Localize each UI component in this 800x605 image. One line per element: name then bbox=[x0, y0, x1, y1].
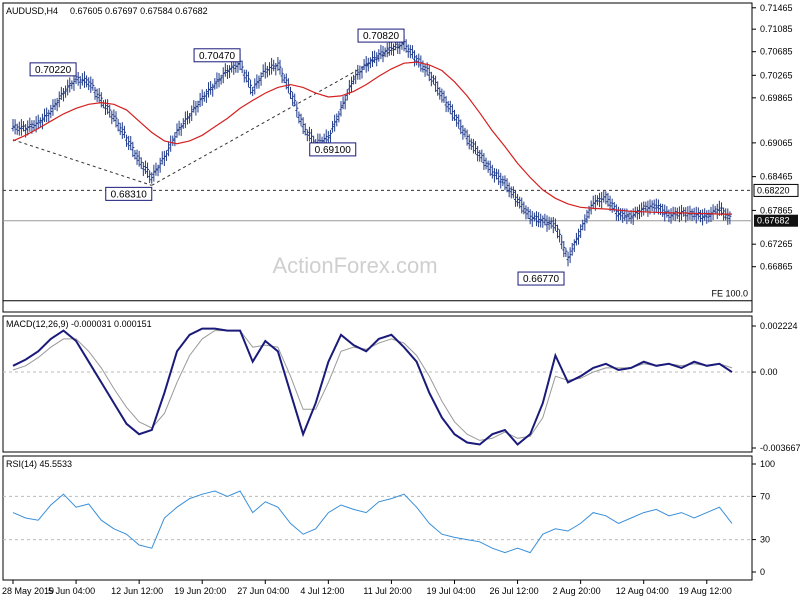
x-axis-label: 19 Jul 04:00 bbox=[426, 586, 475, 596]
watermark: ActionForex.com bbox=[272, 253, 437, 278]
macd-y-tick-label: 0.002224 bbox=[760, 321, 798, 331]
price-y-tick-label: 0.67865 bbox=[760, 205, 793, 215]
x-axis-label: 27 Jun 04:00 bbox=[237, 586, 289, 596]
current-price-box bbox=[754, 214, 798, 227]
price-y-tick-label: 0.68465 bbox=[760, 172, 793, 182]
x-axis-label: 12 Jun 12:00 bbox=[111, 586, 163, 596]
price-y-tick-label: 0.71465 bbox=[760, 3, 793, 13]
ohlc-values: 0.67605 0.67697 0.67584 0.67682 bbox=[70, 6, 208, 16]
price-annotation-box bbox=[517, 271, 565, 286]
price-annotation-label: 0.68310 bbox=[111, 189, 148, 200]
price-annotation-label: 0.70220 bbox=[35, 65, 72, 76]
x-axis-label: 4 Jul 12:00 bbox=[300, 586, 344, 596]
price-panel-frame bbox=[2, 2, 753, 313]
price-annotation-box bbox=[309, 142, 357, 157]
rsi-y-tick-label: 30 bbox=[760, 535, 770, 545]
price-y-tick-label: 0.70685 bbox=[760, 47, 793, 57]
macd-panel-frame bbox=[2, 315, 753, 453]
rsi-title: RSI(14) 45.5533 bbox=[6, 459, 72, 469]
price-annotation-label: 0.66770 bbox=[523, 274, 560, 285]
price-annotation-label: 0.70820 bbox=[363, 31, 400, 42]
price-annotation-label: 0.70470 bbox=[199, 51, 236, 62]
price-annotation-box bbox=[193, 48, 241, 63]
price-y-tick-label: 0.69865 bbox=[760, 93, 793, 103]
rsi-panel-frame bbox=[2, 455, 753, 581]
x-axis-label: 2 Aug 20:00 bbox=[553, 586, 601, 596]
price-annotation-label: 0.69100 bbox=[315, 145, 352, 156]
macd-y-tick-label: 0.00 bbox=[760, 367, 778, 377]
x-axis-label: 11 Jul 20:00 bbox=[363, 586, 411, 596]
price-y-tick-label: 0.67265 bbox=[760, 239, 793, 249]
x-axis-label: 12 Aug 04:00 bbox=[616, 586, 669, 596]
current-price-label: 0.67682 bbox=[757, 216, 790, 226]
macd-title: MACD(12,26,9) -0.000031 0.000151 bbox=[6, 319, 152, 329]
rsi-y-tick-label: 0 bbox=[760, 567, 765, 577]
resistance-price-label: 0.68220 bbox=[757, 185, 790, 195]
price-annotation-box bbox=[105, 186, 153, 201]
price-annotation-box bbox=[357, 28, 405, 43]
macd-main-line bbox=[12, 327, 733, 446]
rsi-y-tick-label: 100 bbox=[760, 459, 775, 469]
x-axis-label: 28 May 2019 bbox=[2, 586, 54, 596]
price-y-tick-label: 0.69065 bbox=[760, 138, 793, 148]
trend-dotted-line bbox=[12, 139, 152, 186]
rsi-y-tick-label: 70 bbox=[760, 491, 770, 501]
price-annotation-box bbox=[29, 62, 77, 77]
price-y-tick-label: 0.66865 bbox=[760, 262, 793, 272]
x-axis-label: 26 Jul 12:00 bbox=[490, 586, 539, 596]
x-axis-label: 19 Jun 20:00 bbox=[174, 586, 226, 596]
x-axis-label: 19 Aug 12:00 bbox=[679, 586, 732, 596]
macd-y-tick-label: -0.003667 bbox=[760, 443, 800, 453]
moving-average-line bbox=[12, 61, 732, 215]
price-y-tick-label: 0.71085 bbox=[760, 24, 793, 34]
fibo-expansion-label: FE 100.0 bbox=[711, 289, 748, 299]
chart-title: AUDUSD,H4 bbox=[6, 6, 58, 16]
x-axis-label: 5 Jun 04:00 bbox=[48, 586, 95, 596]
price-y-tick-label: 0.70265 bbox=[760, 70, 793, 80]
rsi-line bbox=[12, 490, 733, 554]
resistance-price-box bbox=[753, 183, 799, 197]
